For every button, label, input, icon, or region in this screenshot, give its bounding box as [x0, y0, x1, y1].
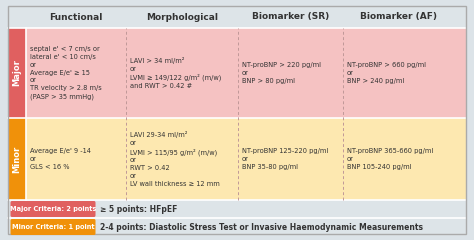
Text: LAVI 29-34 ml/m²
or
LVMI > 115/95 g/m² (m/w)
or
RWT > 0.42
or
LV wall thickness : LAVI 29-34 ml/m² or LVMI > 115/95 g/m² (… [130, 131, 220, 187]
Bar [8, 118, 26, 200]
Text: 2-4 points: Diastolic Stress Test or Invasive Haemodynamic Measurements: 2-4 points: Diastolic Stress Test or Inv… [100, 222, 423, 232]
Text: Minor: Minor [12, 145, 21, 173]
Text: Major Criteria: 2 points: Major Criteria: 2 points [10, 206, 96, 212]
Text: LAVI > 34 ml/m²
or
LVMI ≥ 149/122 g/m² (m/w)
and RWT > 0.42 #: LAVI > 34 ml/m² or LVMI ≥ 149/122 g/m² (… [130, 57, 221, 89]
Text: NT-proBNP > 660 pg/ml
or
BNP > 240 pg/ml: NT-proBNP > 660 pg/ml or BNP > 240 pg/ml [347, 62, 426, 84]
Text: NT-proBNP 125-220 pg/ml
or
BNP 35-80 pg/ml: NT-proBNP 125-220 pg/ml or BNP 35-80 pg/… [242, 148, 328, 170]
Text: Minor Criteria: 1 point: Minor Criteria: 1 point [12, 224, 94, 230]
Text: septal e' < 7 cm/s or
lateral e' < 10 cm/s
or
Average E/e' ≥ 15
or
TR velocity >: septal e' < 7 cm/s or lateral e' < 10 cm… [30, 47, 102, 100]
Bar [8, 28, 26, 118]
Text: Biomarker (AF): Biomarker (AF) [360, 12, 437, 22]
Text: Average E/e' 9 -14
or
GLS < 16 %: Average E/e' 9 -14 or GLS < 16 % [30, 148, 91, 170]
FancyBboxPatch shape [10, 219, 95, 235]
Bar [26, 28, 466, 118]
Text: Major: Major [12, 60, 21, 86]
Bar [8, 218, 466, 236]
Text: Functional: Functional [49, 12, 103, 22]
Text: Morphological: Morphological [146, 12, 218, 22]
Text: NT-proBNP 365-660 pg/ml
or
BNP 105-240 pg/ml: NT-proBNP 365-660 pg/ml or BNP 105-240 p… [347, 148, 433, 170]
Bar [8, 6, 466, 28]
Text: ≥ 5 points: HFpEF: ≥ 5 points: HFpEF [100, 204, 177, 214]
FancyBboxPatch shape [10, 201, 95, 217]
Text: NT-proBNP > 220 pg/ml
or
BNP > 80 pg/ml: NT-proBNP > 220 pg/ml or BNP > 80 pg/ml [242, 62, 321, 84]
Text: Biomarker (SR): Biomarker (SR) [252, 12, 329, 22]
Bar [8, 200, 466, 218]
Bar [26, 118, 466, 200]
